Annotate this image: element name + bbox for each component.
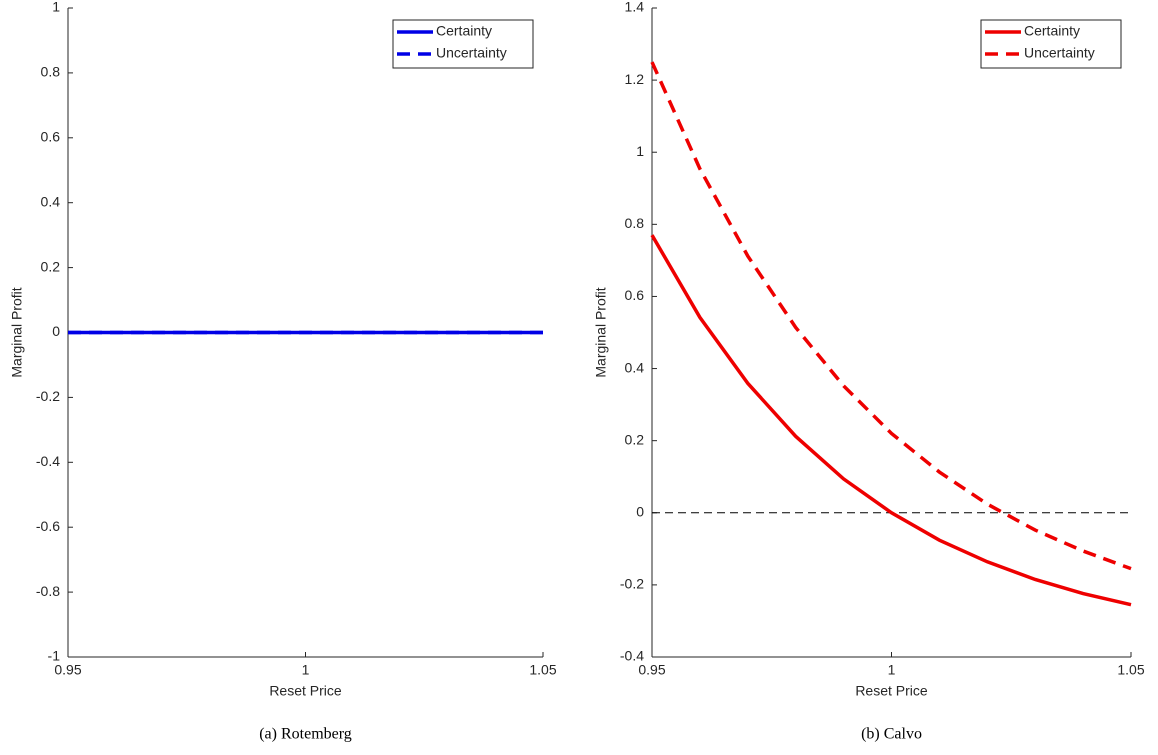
y-tick-label: -0.4 [620, 648, 644, 664]
y-tick-label: 0.6 [625, 287, 645, 303]
x-tick-label: 1.05 [529, 662, 556, 678]
y-tick-label: -1 [48, 648, 61, 664]
y-tick-label: 1.2 [625, 71, 645, 87]
legend-label: Certainty [436, 23, 492, 39]
y-axis-label: Marginal Profit [593, 287, 609, 377]
x-tick-label: 0.95 [638, 662, 665, 678]
y-tick-label: -0.8 [36, 583, 60, 599]
y-tick-label: -0.4 [36, 453, 60, 469]
y-tick-label: 0.2 [625, 431, 645, 447]
x-tick-label: 0.95 [54, 662, 81, 678]
x-tick-label: 1 [302, 662, 310, 678]
y-tick-label: -0.2 [620, 576, 644, 592]
x-tick-label: 1.05 [1117, 662, 1144, 678]
y-tick-label: 0.4 [41, 193, 61, 209]
y-tick-label: 0.4 [625, 359, 645, 375]
caption: (a) Rotemberg [259, 726, 352, 743]
y-axis-label: Marginal Profit [9, 287, 25, 377]
y-tick-label: 1.4 [625, 0, 645, 15]
legend-box [392, 19, 534, 69]
y-tick-label: -0.2 [36, 388, 60, 404]
x-axis-label: Reset Price [269, 683, 342, 699]
legend-box [980, 19, 1122, 69]
data-line [650, 234, 1132, 607]
y-tick-label: -0.6 [36, 518, 60, 534]
legend-label: Uncertainty [436, 45, 507, 61]
y-tick-label: 0.6 [41, 129, 61, 145]
y-tick-label: 0 [52, 323, 60, 339]
legend-label: Certainty [1024, 23, 1080, 39]
y-tick-label: 1 [52, 0, 60, 15]
legend-label: Uncertainty [1024, 45, 1095, 61]
y-tick-label: 1 [636, 143, 644, 159]
y-tick-label: 0.8 [41, 64, 61, 80]
x-axis-label: Reset Price [855, 683, 928, 699]
y-tick-label: 0.2 [41, 258, 61, 274]
y-tick-label: 0 [636, 503, 644, 519]
x-tick-label: 1 [888, 662, 896, 678]
y-tick-label: 0.8 [625, 215, 645, 231]
data-line [650, 61, 1132, 571]
caption: (b) Calvo [861, 726, 922, 743]
